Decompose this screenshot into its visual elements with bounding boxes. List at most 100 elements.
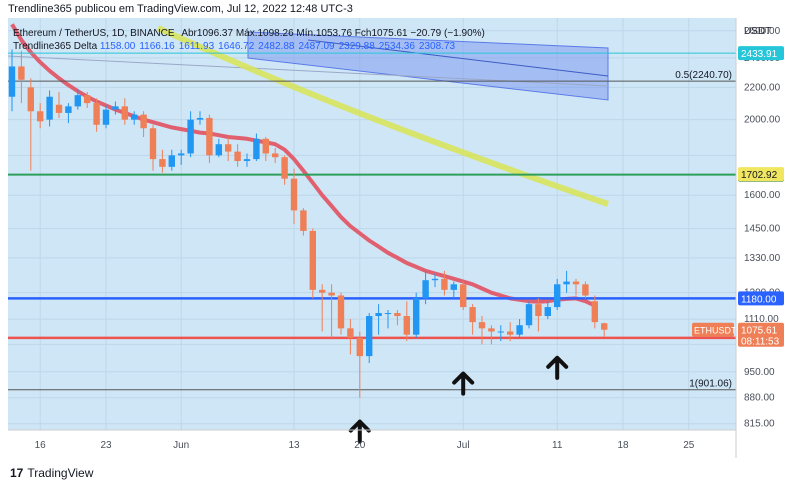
candle-body[interactable] — [309, 230, 316, 290]
x-tick-label: 11 — [552, 440, 563, 451]
candle-body[interactable] — [366, 316, 373, 357]
candle-body[interactable] — [488, 328, 495, 332]
footer: 17 TradingView — [10, 466, 93, 480]
candle-body[interactable] — [394, 313, 401, 317]
y-tick-label: 2600.00 — [744, 26, 781, 37]
y-tick-label: 2000.00 — [744, 115, 781, 126]
candle-body[interactable] — [601, 323, 608, 330]
x-tick-label: 13 — [288, 440, 300, 451]
time-axis[interactable] — [8, 430, 736, 458]
level-text: 0.5(2240.70) — [675, 70, 732, 81]
chart-panel[interactable]: 0.5(2240.70) 1(901.06) USDT 815.00 880.00 950… — [8, 18, 792, 458]
candle-body[interactable] — [215, 144, 222, 156]
candle-body[interactable] — [450, 284, 457, 290]
candle-body[interactable] — [591, 301, 598, 323]
candle-body[interactable] — [187, 119, 194, 154]
symbol-name[interactable]: Ethereum / TetherUS, 1D, BINANCE — [13, 28, 175, 39]
candle-body[interactable] — [535, 304, 542, 317]
candle-body[interactable] — [422, 280, 429, 299]
y-tick-label: 950.00 — [744, 367, 775, 378]
candle-body[interactable] — [384, 313, 392, 315]
candle-body[interactable] — [37, 111, 44, 122]
symbol-tag-bg — [692, 322, 734, 337]
candle-body[interactable] — [225, 144, 232, 152]
candle-body[interactable] — [281, 157, 288, 179]
candle-body[interactable] — [572, 281, 580, 285]
candle-body[interactable] — [478, 322, 486, 329]
candle-body[interactable] — [149, 128, 157, 160]
up-arrow-icon — [452, 371, 475, 396]
candle-body[interactable] — [413, 298, 420, 335]
price-axis[interactable] — [736, 18, 792, 458]
candle-body[interactable] — [140, 114, 147, 129]
candle-body[interactable] — [544, 307, 551, 317]
candle-body[interactable] — [469, 307, 476, 323]
y-tick-label: 1110.00 — [744, 314, 779, 325]
channel-midline — [307, 39, 609, 77]
candle-body[interactable] — [84, 95, 91, 104]
candle-body[interactable] — [582, 284, 589, 296]
candle-body[interactable] — [112, 106, 119, 110]
price-chart[interactable]: 0.5(2240.70) 1(901.06) USDT 815.00 880.00 950… — [8, 18, 792, 458]
candle-body[interactable] — [206, 117, 213, 156]
candle-body[interactable] — [431, 278, 439, 281]
indicator-name[interactable]: Trendline365 Delta — [13, 41, 98, 52]
candle-body[interactable] — [300, 210, 307, 231]
symbol-legend: Ethereum / TetherUS, 1D, BINANCE Abr1096… — [13, 28, 485, 39]
x-tick-label: 16 — [35, 440, 47, 451]
candle-body[interactable] — [168, 155, 175, 167]
candle-body[interactable] — [243, 159, 251, 162]
candle-body[interactable] — [328, 292, 335, 296]
candle-body[interactable] — [403, 316, 410, 335]
candle-body[interactable] — [272, 153, 279, 158]
indicator-value: 2329.88 — [338, 41, 375, 52]
candle-body[interactable] — [253, 138, 260, 160]
candle-body[interactable] — [46, 96, 53, 120]
candle-body[interactable] — [525, 304, 533, 326]
candle-body[interactable] — [563, 281, 570, 285]
y-tick-label: 1330.00 — [744, 253, 781, 264]
candle-body[interactable] — [460, 284, 467, 308]
candle-body[interactable] — [8, 66, 16, 97]
candle-body[interactable] — [65, 106, 72, 113]
candle-body[interactable] — [262, 138, 269, 154]
candle-body[interactable] — [93, 103, 100, 125]
candle-body[interactable] — [337, 295, 345, 329]
candle-body[interactable] — [55, 104, 63, 113]
x-tick-label: 23 — [100, 440, 112, 451]
candle-body[interactable] — [178, 153, 185, 156]
candle-body[interactable] — [27, 87, 34, 112]
candle-body[interactable] — [102, 109, 110, 125]
candle-body[interactable] — [131, 114, 138, 120]
plot-area[interactable] — [8, 18, 736, 430]
candle-body[interactable] — [319, 289, 326, 293]
y-tick-label: 880.00 — [744, 393, 775, 404]
candle-body[interactable] — [375, 313, 382, 317]
candle-body[interactable] — [441, 278, 448, 290]
candle-body[interactable] — [497, 331, 504, 333]
candle-body[interactable] — [196, 117, 204, 120]
indicator-price-label: 1702.92 — [741, 170, 778, 181]
countdown-label: 08:11:53 — [741, 337, 780, 348]
price-label-bg — [738, 291, 784, 306]
price-label: 1180.00 — [741, 294, 777, 305]
footer-brand[interactable]: TradingView — [27, 466, 94, 480]
indicator-value: 1158.00 — [99, 41, 136, 52]
candle-body[interactable] — [516, 325, 523, 335]
candle-body[interactable] — [554, 284, 561, 308]
candle-body[interactable] — [121, 106, 128, 120]
candle-body[interactable] — [18, 66, 25, 80]
candle-body[interactable] — [290, 178, 298, 211]
candle-body[interactable] — [507, 331, 514, 335]
y-tick-label: 1450.00 — [744, 224, 781, 235]
candle-body[interactable] — [159, 159, 166, 167]
candle-body[interactable] — [74, 95, 81, 107]
candle-body[interactable] — [234, 151, 241, 162]
candle-body[interactable] — [347, 328, 354, 338]
tradingview-logo-icon[interactable]: 17 — [10, 466, 24, 480]
indicator-value: 2308.73 — [418, 41, 456, 52]
level-text: 1(901.06) — [689, 379, 732, 390]
x-tick-label: 20 — [354, 440, 366, 451]
ohlc-values: Abr1096.37 Máx.1098.26 Mín.1053.76 Fch10… — [181, 28, 485, 39]
candle-body[interactable] — [356, 337, 363, 357]
